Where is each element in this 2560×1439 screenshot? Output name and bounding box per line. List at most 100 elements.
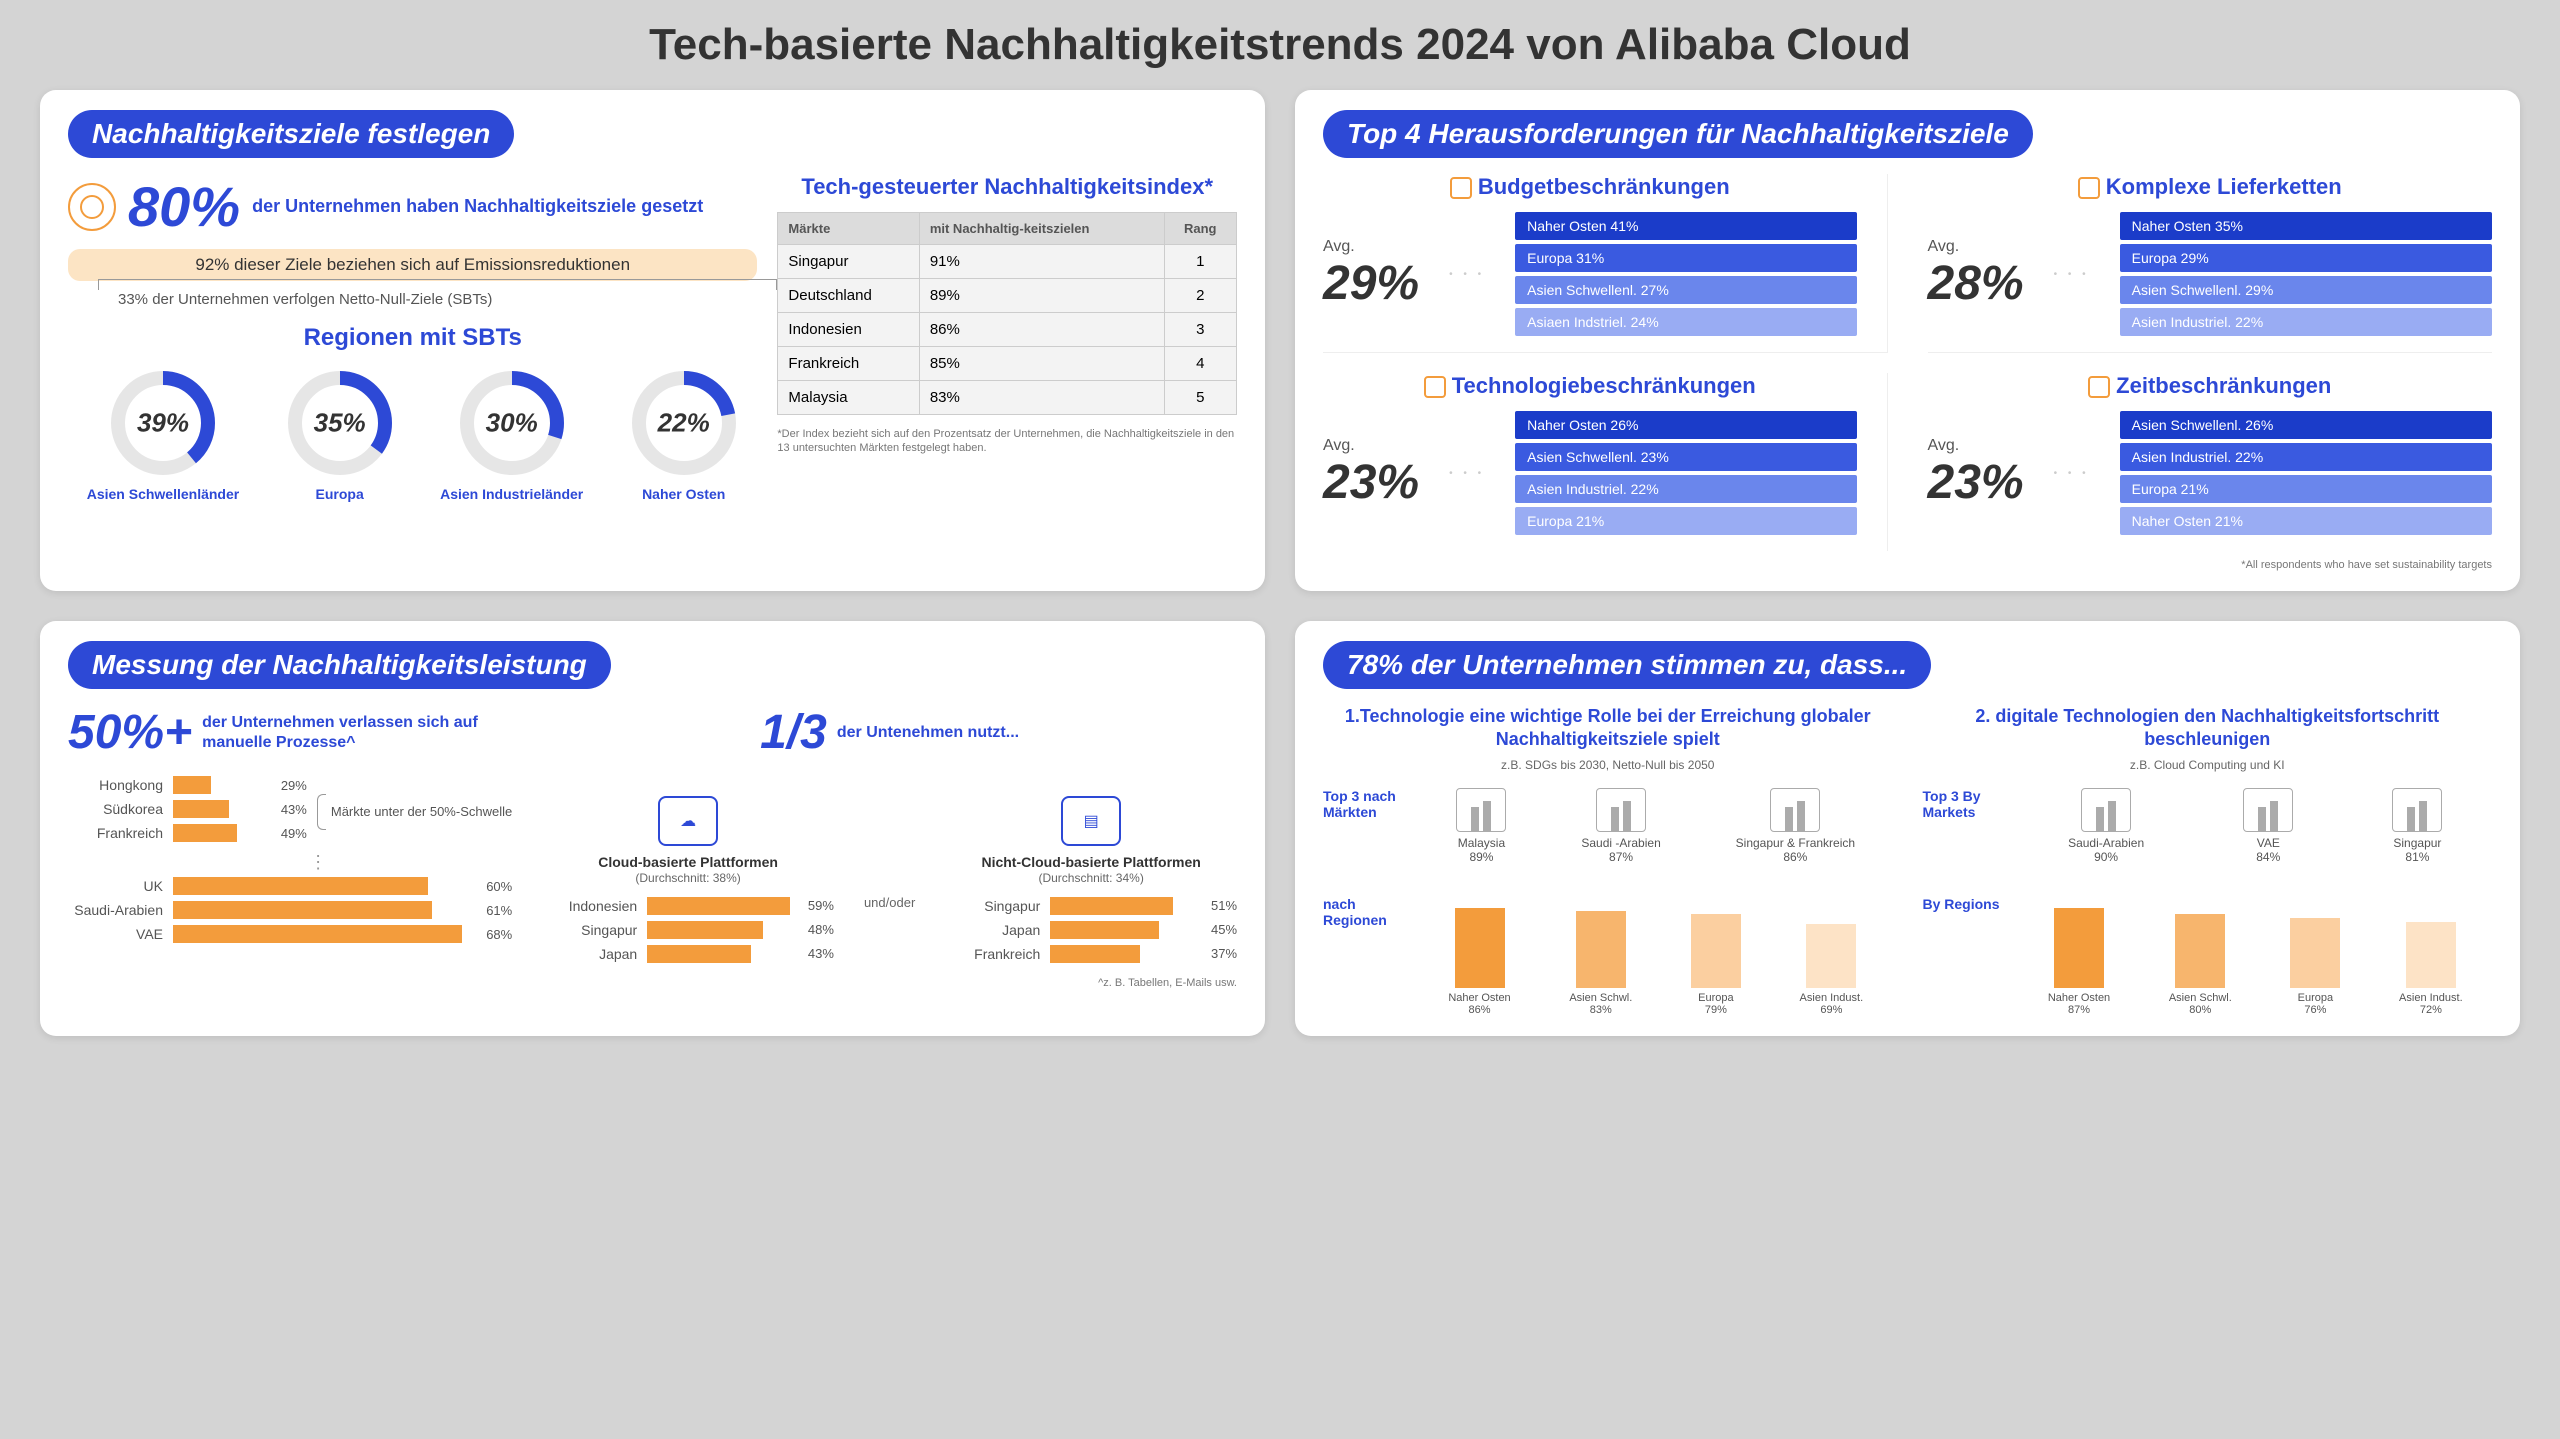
c4-question: 1.Technologie eine wichtige Rolle bei de… (1323, 705, 1893, 752)
region-bar (2054, 908, 2104, 988)
bracket-note: 33% der Unternehmen verfolgen Netto-Null… (118, 291, 757, 308)
donut-caption: Asien Industrieländer (440, 486, 583, 502)
region-bar (1806, 924, 1856, 988)
challenge-bar: Naher Osten 26% (1515, 411, 1856, 439)
challenge-title: Komplexe Lieferketten (1928, 174, 2493, 200)
region-pct: 87% (2048, 1004, 2110, 1016)
avg-label: Avg. (1928, 437, 2024, 455)
card-challenges: Top 4 Herausforderungen für Nachhaltigke… (1295, 90, 2520, 591)
hbar-value: 68% (486, 927, 512, 942)
challenge-bar: Asiaen Indstriel. 24% (1515, 308, 1856, 336)
market-name: Saudi -Arabien (1581, 836, 1660, 850)
hbar-row: UK 60% (68, 877, 512, 895)
market-name: VAE (2243, 836, 2293, 850)
region-bar (2406, 922, 2456, 988)
market-item: Malaysia 89% (1456, 788, 1506, 864)
region-name: Asien Schwl. (2169, 992, 2232, 1004)
region-bar-wrap: Europa 76% (2290, 896, 2340, 1016)
region-name: Naher Osten (1448, 992, 1510, 1004)
index-row: Deutschland89%2 (778, 279, 1237, 313)
region-bar (1691, 914, 1741, 987)
region-bar (2290, 918, 2340, 988)
hbar-row: Singapur 48% (542, 921, 834, 939)
platform-title: Nicht-Cloud-basierte Plattformen (945, 854, 1237, 871)
challenge-icon (2078, 177, 2100, 199)
region-pct: 79% (1691, 1004, 1741, 1016)
main-title: Tech-basierte Nachhaltigkeitstrends 2024… (40, 20, 2520, 70)
region-pct: 83% (1569, 1004, 1632, 1016)
platform-title: Cloud-basierte Plattformen (542, 854, 834, 871)
region-name: Europa (2290, 992, 2340, 1004)
headline-80: 80% der Unternehmen haben Nachhaltigkeit… (68, 174, 757, 239)
market-item: Singapur & Frankreich 86% (1736, 788, 1855, 864)
market-pct: 84% (2243, 850, 2293, 864)
card-measurement: Messung der Nachhaltigkeitsleistung 50%+… (40, 621, 1265, 1036)
hbar-label: Frankreich (945, 946, 1040, 962)
challenges-grid: Budgetbeschränkungen Avg. 29% • • • Nahe… (1323, 174, 2492, 551)
dot-connector: • • • (1449, 269, 1485, 280)
challenge-bar: Naher Osten 35% (2120, 212, 2492, 240)
hbar-value: 45% (1211, 922, 1237, 937)
challenge-bar: Asien Industriel. 22% (1515, 475, 1856, 503)
market-pct: 87% (1581, 850, 1660, 864)
region-pct: 69% (1800, 1004, 1864, 1016)
c3-left-big: 50%+ (68, 705, 192, 760)
challenge-title: Technologiebeschränkungen (1323, 373, 1857, 399)
c4-columns: 1.Technologie eine wichtige Rolle bei de… (1323, 705, 2492, 1016)
challenge-bar: Asien Schwellenl. 27% (1515, 276, 1856, 304)
region-bar (1576, 911, 1626, 988)
index-title: Tech-gesteuerter Nachhaltigkeitsindex* (777, 174, 1237, 200)
sbt-title: Regionen mit SBTs (68, 324, 757, 352)
hbar-label: Saudi-Arabien (68, 902, 163, 918)
region-bar-wrap: Asien Schwl. 80% (2169, 896, 2232, 1016)
market-pct: 90% (2068, 850, 2144, 864)
c3-right-big: 1/3 (760, 705, 827, 760)
index-table: Märktemit Nachhaltig-keitszielenRang Sin… (777, 212, 1237, 415)
region-name: Asien Indust. (1800, 992, 1864, 1004)
dot-connector: • • • (2054, 269, 2090, 280)
card2-footnote: *All respondents who have set sustainabi… (1323, 559, 2492, 571)
region-name: Asien Schwl. (1569, 992, 1632, 1004)
hbar-label: UK (68, 878, 163, 894)
donut-pct: 35% (314, 408, 366, 439)
challenge-bar: Asien Schwellenl. 29% (2120, 276, 2492, 304)
region-bar-wrap: Asien Indust. 72% (2399, 896, 2463, 1016)
hbar-row: Indonesien 59% (542, 897, 834, 915)
region-bar-wrap: Naher Osten 87% (2048, 896, 2110, 1016)
hbar-value: 49% (281, 826, 307, 841)
market-name: Saudi-Arabien (2068, 836, 2144, 850)
market-name: Singapur & Frankreich (1736, 836, 1855, 850)
challenge-bar: Europa 29% (2120, 244, 2492, 272)
index-col: Märkte (778, 213, 919, 245)
region-bar-wrap: Naher Osten 86% (1448, 896, 1510, 1016)
region-bar (1455, 908, 1505, 988)
hbar-value: 37% (1211, 946, 1237, 961)
index-row: Indonesien86%3 (778, 313, 1237, 347)
andor-label: und/oder (864, 895, 915, 910)
challenge-item: Budgetbeschränkungen Avg. 29% • • • Nahe… (1323, 174, 1888, 353)
region-name: Naher Osten (2048, 992, 2110, 1004)
region-name: Europa (1691, 992, 1741, 1004)
avg-value: 29% (1323, 256, 1419, 311)
hbar-value: 59% (808, 898, 834, 913)
emission-pill: 92% dieser Ziele beziehen sich auf Emiss… (68, 249, 757, 281)
market-pct: 86% (1736, 850, 1855, 864)
card2-header: Top 4 Herausforderungen für Nachhaltigke… (1323, 110, 2033, 158)
market-item: Saudi -Arabien 87% (1581, 788, 1660, 864)
hbar-value: 61% (486, 903, 512, 918)
top3-markets-label: Top 3 nach Märkten (1323, 788, 1403, 820)
avg-label: Avg. (1928, 238, 2024, 256)
region-bar-wrap: Asien Schwl. 83% (1569, 896, 1632, 1016)
index-row: Frankreich85%4 (778, 347, 1237, 381)
hbar-row: Hongkong 29% (68, 776, 307, 794)
market-item: Saudi-Arabien 90% (2068, 788, 2144, 864)
challenge-bar: Asien Industriel. 22% (2120, 308, 2492, 336)
donut-item: 22% Naher Osten (629, 368, 739, 502)
region-pct: 76% (2290, 1004, 2340, 1016)
challenge-bar: Naher Osten 21% (2120, 507, 2492, 535)
hbar-label: Frankreich (68, 825, 163, 841)
index-col: mit Nachhaltig-keitszielen (919, 213, 1164, 245)
card-grid: Nachhaltigkeitsziele festlegen 80% der U… (40, 90, 2520, 1036)
challenge-title: Budgetbeschränkungen (1323, 174, 1857, 200)
landmark-icon (1770, 788, 1820, 832)
